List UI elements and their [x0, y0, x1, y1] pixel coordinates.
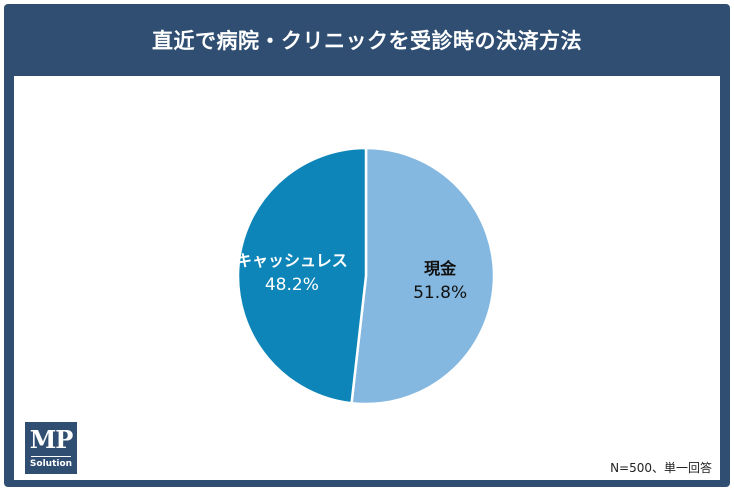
chart-frame: 直近で病院・クリニックを受診時の決済方法 現金 51.8% キャッシュレス 48.2%…	[4, 4, 730, 487]
pie-slice-1	[350, 146, 496, 406]
slice-label-1: 現金	[424, 259, 457, 278]
slice-value-1: 51.8%	[413, 283, 467, 303]
chart-title: 直近で病院・クリニックを受診時の決済方法	[152, 29, 582, 53]
logo-subtext: Solution	[29, 459, 73, 469]
slice-value-2: 48.2%	[265, 275, 319, 295]
logo-mark: MP	[29, 425, 74, 454]
mp-solution-logo: MP Solution	[25, 422, 77, 474]
pie-slice-2	[236, 146, 368, 405]
logo-divider	[31, 456, 71, 457]
chart-panel: 現金 51.8% キャッシュレス 48.2% MP Solution N=500、単一…	[14, 76, 720, 480]
sample-note: N=500、単一回答	[610, 461, 712, 475]
pie-chart: 現金 51.8% キャッシュレス 48.2%	[236, 146, 496, 406]
slice-label-2: キャッシュレス	[236, 251, 348, 270]
